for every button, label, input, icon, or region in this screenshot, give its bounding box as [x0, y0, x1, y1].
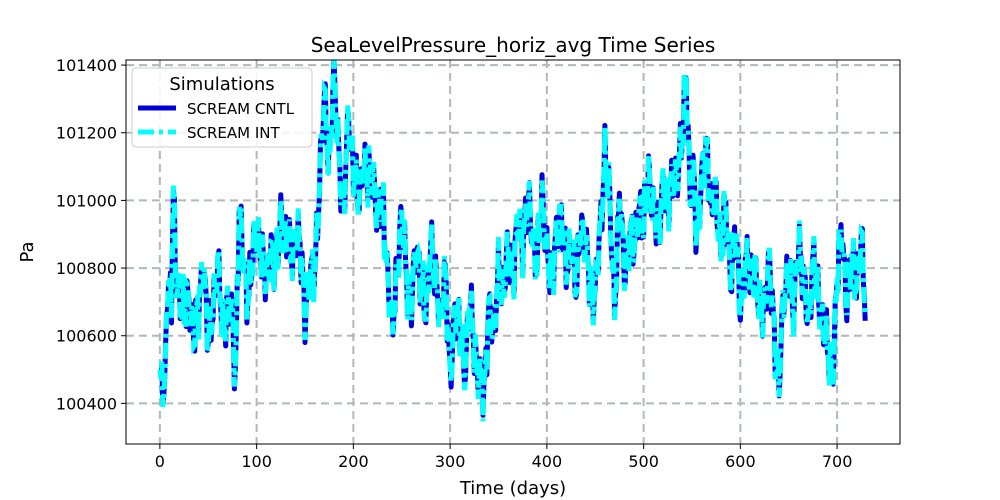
x-tick-label: 0 — [155, 452, 165, 471]
x-tick-label: 700 — [822, 452, 853, 471]
y-tick-label: 101200 — [56, 124, 117, 143]
legend-label-int: SCREAM INT — [187, 124, 281, 142]
series-line-scream-int — [157, 60, 868, 422]
y-axis: 100400 100600 100800 101000 101200 101400 — [56, 56, 126, 413]
x-tick-label: 300 — [435, 452, 466, 471]
legend-title: Simulations — [169, 74, 274, 95]
x-tick-label: 600 — [725, 452, 756, 471]
x-tick-label: 500 — [628, 452, 659, 471]
series-layer — [157, 60, 868, 422]
y-axis-label: Pa — [17, 241, 38, 262]
x-tick-label: 200 — [338, 452, 369, 471]
x-tick-label: 400 — [532, 452, 563, 471]
y-tick-label: 101000 — [56, 191, 117, 210]
y-tick-label: 101400 — [56, 56, 117, 75]
legend: Simulations SCREAM CNTL SCREAM INT — [131, 67, 313, 148]
y-tick-label: 100800 — [56, 259, 117, 278]
y-tick-label: 100600 — [56, 327, 117, 346]
legend-label-cntl: SCREAM CNTL — [187, 100, 295, 118]
x-axis-label: Time (days) — [459, 478, 566, 499]
x-axis: 0 100 200 300 400 500 600 700 — [155, 444, 853, 471]
legend-box — [131, 67, 313, 148]
y-tick-label: 100400 — [56, 394, 117, 413]
chart-title: SeaLevelPressure_horiz_avg Time Series — [311, 33, 716, 57]
plot-frame — [125, 59, 901, 445]
x-tick-label: 100 — [241, 452, 272, 471]
